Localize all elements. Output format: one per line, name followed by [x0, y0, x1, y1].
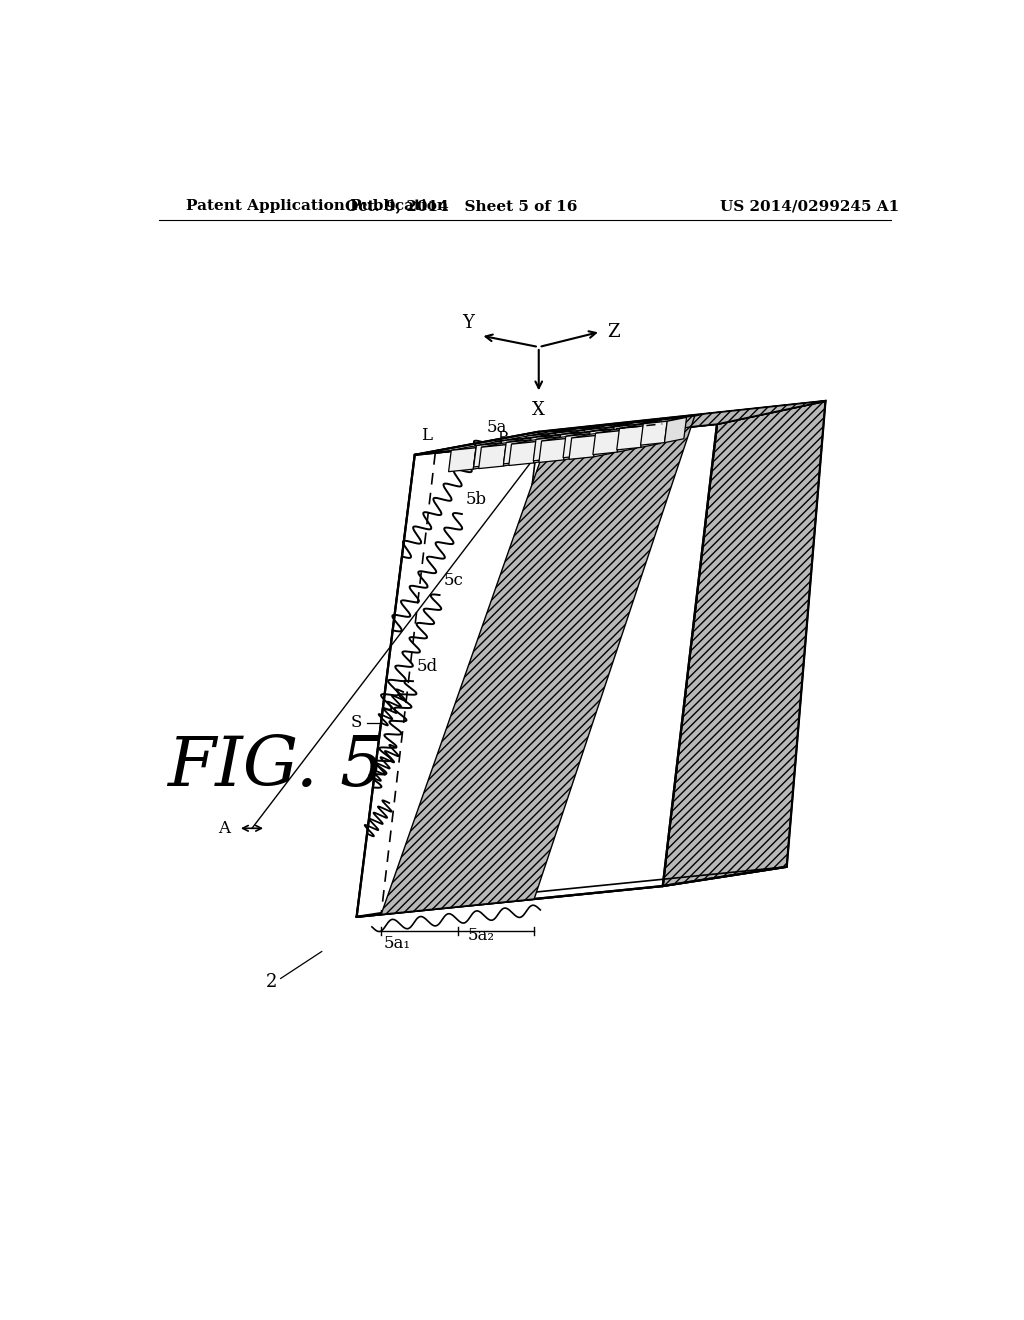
- Polygon shape: [558, 432, 585, 455]
- Polygon shape: [583, 428, 609, 451]
- Polygon shape: [506, 436, 551, 442]
- Polygon shape: [635, 421, 657, 446]
- Polygon shape: [504, 440, 530, 463]
- Polygon shape: [553, 430, 580, 454]
- Polygon shape: [356, 424, 717, 917]
- Polygon shape: [528, 436, 551, 462]
- Polygon shape: [590, 401, 825, 437]
- Text: A: A: [667, 417, 678, 430]
- Polygon shape: [478, 445, 506, 469]
- Text: 5d: 5d: [417, 659, 438, 675]
- Polygon shape: [548, 430, 571, 455]
- Polygon shape: [643, 417, 686, 424]
- Polygon shape: [596, 426, 639, 433]
- Polygon shape: [571, 432, 615, 438]
- Polygon shape: [569, 436, 596, 459]
- Polygon shape: [534, 438, 556, 463]
- Polygon shape: [498, 440, 521, 465]
- Polygon shape: [587, 429, 614, 453]
- Polygon shape: [606, 424, 629, 449]
- Text: Y: Y: [463, 314, 474, 333]
- Polygon shape: [556, 426, 600, 433]
- Polygon shape: [611, 425, 634, 450]
- Polygon shape: [356, 867, 786, 917]
- Polygon shape: [509, 442, 537, 466]
- Polygon shape: [665, 417, 686, 442]
- Polygon shape: [473, 444, 497, 469]
- Polygon shape: [553, 432, 575, 457]
- Text: X: X: [532, 401, 545, 418]
- Text: 5a: 5a: [486, 418, 507, 436]
- Polygon shape: [542, 434, 586, 441]
- Polygon shape: [593, 430, 620, 454]
- Polygon shape: [511, 438, 556, 444]
- Polygon shape: [663, 401, 825, 886]
- Polygon shape: [534, 437, 560, 461]
- Polygon shape: [481, 441, 526, 447]
- Polygon shape: [620, 422, 663, 429]
- Text: 5a₂: 5a₂: [467, 927, 495, 944]
- Polygon shape: [526, 430, 571, 436]
- Polygon shape: [566, 430, 610, 437]
- Polygon shape: [499, 438, 525, 462]
- Text: US 2014/0299245 A1: US 2014/0299245 A1: [720, 199, 900, 213]
- Text: A: A: [218, 820, 230, 837]
- Polygon shape: [641, 422, 663, 447]
- Polygon shape: [614, 421, 657, 426]
- Text: Patent Application Publication: Patent Application Publication: [186, 199, 449, 213]
- Polygon shape: [558, 433, 581, 458]
- Polygon shape: [502, 434, 546, 441]
- Polygon shape: [590, 425, 634, 432]
- Text: 2: 2: [265, 973, 278, 991]
- Polygon shape: [524, 433, 551, 458]
- Polygon shape: [474, 444, 501, 467]
- Polygon shape: [415, 401, 825, 455]
- Polygon shape: [449, 447, 476, 471]
- Polygon shape: [611, 424, 638, 449]
- Polygon shape: [563, 434, 586, 459]
- Text: 5b: 5b: [466, 491, 486, 508]
- Polygon shape: [536, 433, 581, 440]
- Polygon shape: [528, 436, 555, 459]
- Text: Z: Z: [607, 322, 620, 341]
- Polygon shape: [617, 426, 639, 453]
- Polygon shape: [523, 434, 546, 459]
- Polygon shape: [641, 421, 668, 445]
- Polygon shape: [381, 416, 694, 915]
- Polygon shape: [560, 428, 604, 434]
- Polygon shape: [585, 424, 629, 430]
- Polygon shape: [531, 432, 575, 438]
- Text: Oct. 9, 2014   Sheet 5 of 16: Oct. 9, 2014 Sheet 5 of 16: [345, 199, 578, 213]
- Polygon shape: [563, 434, 590, 458]
- Polygon shape: [504, 441, 526, 466]
- Polygon shape: [582, 428, 604, 454]
- Text: 5a₁: 5a₁: [384, 935, 411, 952]
- Polygon shape: [594, 432, 615, 457]
- Polygon shape: [578, 426, 600, 451]
- Text: L: L: [421, 426, 432, 444]
- Polygon shape: [356, 432, 539, 917]
- Text: P: P: [498, 432, 508, 445]
- Polygon shape: [539, 438, 566, 462]
- Polygon shape: [588, 430, 610, 455]
- Text: FIG. 5: FIG. 5: [167, 734, 384, 800]
- Text: S: S: [350, 714, 361, 731]
- Polygon shape: [452, 444, 497, 450]
- Polygon shape: [476, 440, 521, 446]
- Text: 5c: 5c: [443, 572, 463, 589]
- Polygon shape: [616, 426, 643, 450]
